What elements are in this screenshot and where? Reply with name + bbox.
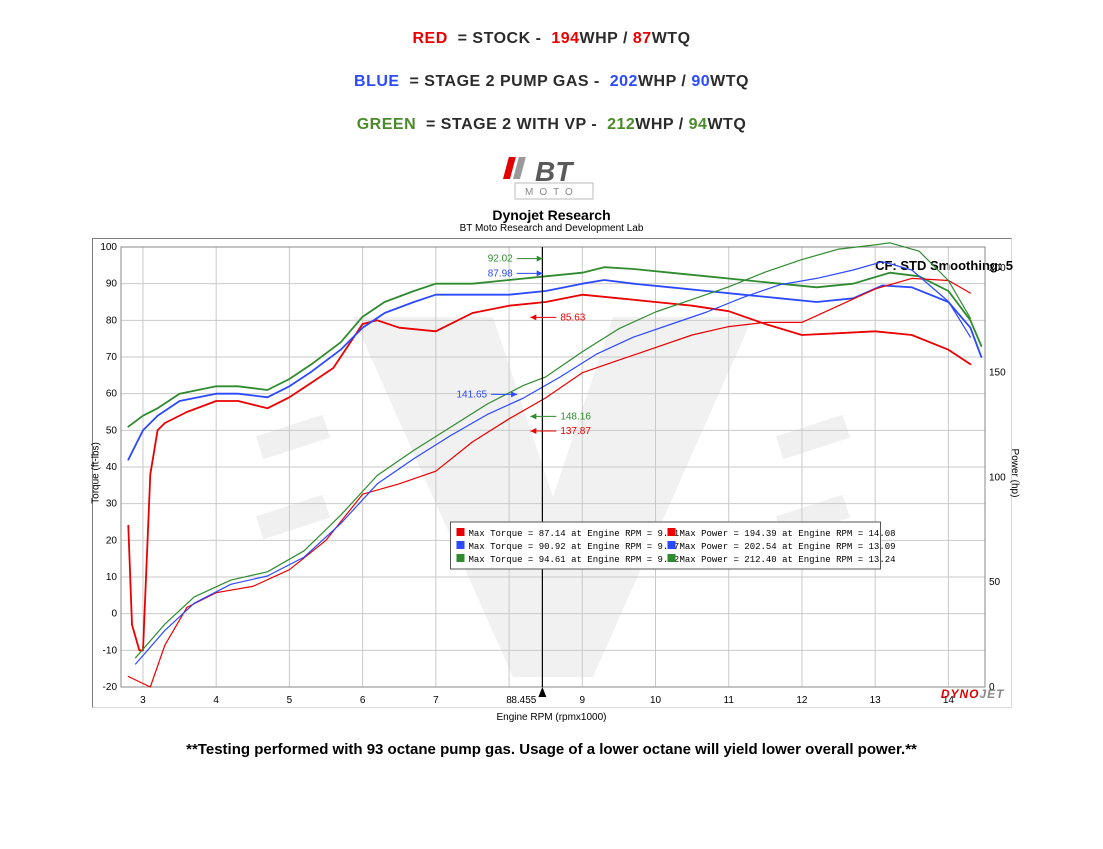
summary-line-red: RED = STOCK - 194WHP / 87WTQ	[0, 30, 1103, 48]
svg-text:150: 150	[989, 368, 1006, 379]
svg-text:92.02: 92.02	[487, 254, 512, 265]
x-axis-label: Engine RPM (rpmx1000)	[0, 712, 1103, 723]
svg-text:6: 6	[359, 695, 365, 706]
svg-text:87.98: 87.98	[487, 268, 512, 279]
svg-text:3: 3	[140, 695, 146, 706]
summary-eq: = STAGE 2 WITH VP -	[416, 116, 607, 133]
svg-text:20: 20	[105, 535, 117, 546]
summary-whp: 202	[610, 73, 638, 90]
logo-sub: MOTO	[525, 187, 579, 198]
svg-text:70: 70	[105, 352, 117, 363]
svg-text:8.455: 8.455	[511, 695, 536, 706]
summary-label: GREEN	[357, 116, 416, 133]
svg-text:141.65: 141.65	[456, 389, 487, 400]
chart-canvas: 34567891011121314-20-1001020304050607080…	[93, 239, 1013, 709]
chart-subtitle: BT Moto Research and Development Lab	[0, 223, 1103, 234]
summary-line-green: GREEN = STAGE 2 WITH VP - 212WHP / 94WTQ	[0, 116, 1103, 134]
svg-text:60: 60	[105, 389, 117, 400]
svg-text:4: 4	[213, 695, 219, 706]
summary-eq: = STOCK -	[448, 30, 552, 47]
dynojet-watermark: DYNOJET	[941, 687, 1005, 701]
summary-wtq-unit: WTQ	[707, 116, 746, 133]
footnote: **Testing performed with 93 octane pump …	[0, 741, 1103, 758]
summary-label: BLUE	[354, 73, 400, 90]
summary-whp-unit: WHP /	[635, 116, 688, 133]
summary-wtq: 87	[633, 30, 652, 47]
watermark-part1: DYNO	[941, 687, 980, 701]
summary-whp-unit: WHP /	[580, 30, 633, 47]
dyno-chart: 34567891011121314-20-1001020304050607080…	[92, 238, 1012, 708]
svg-text:-10: -10	[102, 645, 117, 656]
svg-text:30: 30	[105, 499, 117, 510]
chart-title: Dynojet Research	[0, 207, 1103, 223]
summary-whp-unit: WHP /	[638, 73, 691, 90]
svg-text:50: 50	[989, 577, 1001, 588]
svg-text:Max Power = 194.39 at Engine R: Max Power = 194.39 at Engine RPM = 14.08	[679, 529, 895, 539]
svg-text:11: 11	[723, 695, 734, 706]
logo-main: BT	[535, 156, 575, 187]
summary-whp: 212	[607, 116, 635, 133]
svg-text:Max Torque = 87.14 at Engine R: Max Torque = 87.14 at Engine RPM = 9.11	[468, 529, 679, 539]
summary-wtq: 90	[691, 73, 710, 90]
svg-text:-20: -20	[102, 682, 117, 693]
svg-text:7: 7	[433, 695, 439, 706]
svg-text:137.87: 137.87	[560, 426, 591, 437]
svg-text:148.16: 148.16	[560, 411, 591, 422]
svg-text:100: 100	[100, 242, 117, 253]
svg-text:50: 50	[105, 425, 117, 436]
svg-text:13: 13	[869, 695, 881, 706]
svg-text:Max Power = 212.40 at Engine R: Max Power = 212.40 at Engine RPM = 13.24	[679, 555, 895, 565]
svg-text:0: 0	[111, 609, 117, 620]
summary-wtq-unit: WTQ	[652, 30, 691, 47]
svg-text:40: 40	[105, 462, 117, 473]
svg-text:Max Torque = 90.92 at Engine R: Max Torque = 90.92 at Engine RPM = 9.27	[468, 542, 679, 552]
svg-text:Max Torque = 94.61 at Engine R: Max Torque = 94.61 at Engine RPM = 9.32	[468, 555, 679, 565]
svg-text:12: 12	[796, 695, 808, 706]
svg-text:90: 90	[105, 279, 117, 290]
summary-label: RED	[412, 30, 447, 47]
svg-text:100: 100	[989, 472, 1006, 483]
header-summary: RED = STOCK - 194WHP / 87WTQ BLUE = STAG…	[0, 0, 1103, 134]
watermark-part2: JET	[979, 687, 1004, 701]
svg-text:10: 10	[649, 695, 661, 706]
summary-wtq-unit: WTQ	[710, 73, 749, 90]
svg-text:10: 10	[105, 572, 117, 583]
svg-text:85.63: 85.63	[560, 312, 585, 323]
svg-text:80: 80	[105, 315, 117, 326]
summary-whp: 194	[551, 30, 579, 47]
svg-text:200: 200	[989, 263, 1006, 274]
svg-text:5: 5	[286, 695, 292, 706]
summary-line-blue: BLUE = STAGE 2 PUMP GAS - 202WHP / 90WTQ	[0, 73, 1103, 91]
svg-text:9: 9	[579, 695, 585, 706]
summary-wtq: 94	[689, 116, 708, 133]
bt-moto-logo: BT MOTO	[0, 149, 1103, 203]
summary-eq: = STAGE 2 PUMP GAS -	[400, 73, 610, 90]
y-axis-right-label: Power (hp)	[1009, 449, 1020, 498]
svg-text:Max Power = 202.54 at Engine R: Max Power = 202.54 at Engine RPM = 13.09	[679, 542, 895, 552]
y-axis-left-label: Torque (ft-lbs)	[90, 442, 101, 504]
